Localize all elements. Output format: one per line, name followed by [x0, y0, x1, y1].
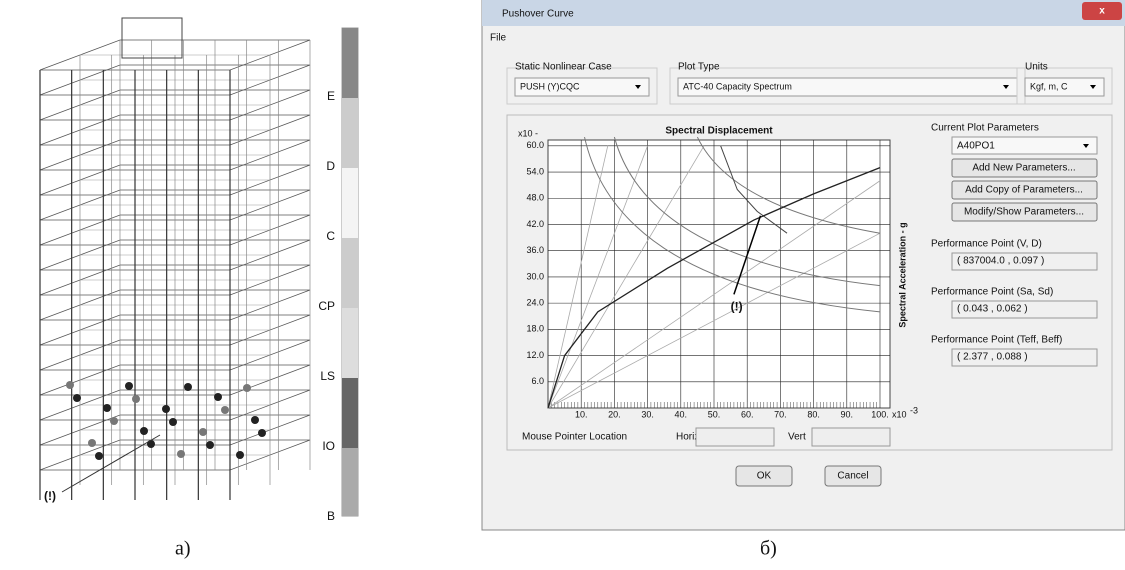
y-tick-label: 48.0: [526, 193, 544, 203]
level-label: IO: [322, 439, 335, 453]
hinge: [147, 440, 155, 448]
caption: а): [175, 538, 191, 560]
level-label: C: [326, 229, 335, 243]
y-axis-label: Spectral Acceleration - g: [897, 222, 907, 327]
dropdown-value: Kgf, m, C: [1030, 81, 1068, 91]
x-multiplier: x10: [892, 409, 907, 419]
bar-segment: [342, 98, 358, 168]
hinge: [66, 381, 74, 389]
menu-file[interactable]: File: [490, 33, 507, 44]
performance-label: Performance Point (V, D): [931, 239, 1042, 250]
param-button-label: Modify/Show Parameters...: [964, 207, 1084, 218]
hinge: [125, 382, 133, 390]
y-tick-label: 12.0: [526, 350, 544, 360]
hinge: [169, 418, 177, 426]
y-tick-label: 6.0: [531, 376, 544, 386]
x-tick-label: 60.: [741, 409, 754, 419]
hinge: [251, 416, 259, 424]
hinge: [132, 395, 140, 403]
group-label: Units: [1025, 62, 1048, 73]
cancel-label: Cancel: [837, 471, 868, 482]
building-frame: [40, 18, 310, 500]
title-bar: [482, 0, 1125, 26]
hinge: [236, 451, 244, 459]
hinge: [199, 428, 207, 436]
x-tick-label: 90.: [841, 409, 854, 419]
y-tick-label: 54.0: [526, 166, 544, 176]
annotation: (!): [731, 300, 743, 314]
side-heading: Current Plot Parameters: [931, 123, 1039, 134]
dropdown-value: A40PO1: [957, 141, 995, 152]
y-tick-label: 60.0: [526, 140, 544, 150]
hinge: [243, 384, 251, 392]
y-tick-label: 36.0: [526, 245, 544, 255]
mouse-label: Mouse Pointer Location: [522, 432, 627, 443]
level-label: CP: [318, 299, 335, 313]
hinge: [162, 405, 170, 413]
param-button-label: Add New Parameters...: [972, 163, 1075, 174]
level-label: D: [326, 159, 335, 173]
horiz-field[interactable]: [696, 428, 774, 446]
performance-label: Performance Point (Teff, Beff): [931, 335, 1062, 346]
annotation: (!): [44, 489, 56, 503]
performance-label: Performance Point (Sa, Sd): [931, 287, 1053, 298]
performance-value: ( 0.043 , 0.062 ): [957, 304, 1028, 315]
hinge: [140, 427, 148, 435]
x-tick-label: 40.: [675, 409, 688, 419]
x-tick-label: 20.: [608, 409, 621, 419]
hinge: [110, 417, 118, 425]
bar-segment: [342, 168, 358, 238]
hinge: [221, 406, 229, 414]
x-tick-label: 30.: [641, 409, 654, 419]
x-tick-label: 80.: [807, 409, 820, 419]
group-label: Plot Type: [678, 62, 720, 73]
x-tick-label: 50.: [708, 409, 721, 419]
hinge: [258, 429, 266, 437]
hinge: [103, 404, 111, 412]
hinge: [95, 452, 103, 460]
ok-label: OK: [757, 471, 772, 482]
bar-segment: [342, 448, 358, 516]
y-multiplier: x10 -: [518, 128, 538, 138]
plot-title: Spectral Displacement: [665, 126, 773, 137]
hinge: [73, 394, 81, 402]
vert-label: Vert: [788, 432, 806, 443]
x-tick-label: 70.: [774, 409, 787, 419]
dropdown-value: ATC-40 Capacity Spectrum: [683, 81, 792, 91]
x-tick-label: 100.: [871, 409, 889, 419]
performance-value: ( 2.377 , 0.088 ): [957, 352, 1028, 363]
performance-value: ( 837004.0 , 0.097 ): [957, 256, 1044, 267]
close-icon: x: [1099, 6, 1105, 17]
x-exponent: -3: [910, 405, 918, 415]
dropdown-value: PUSH (Y)CQC: [520, 81, 580, 91]
hinge: [184, 383, 192, 391]
screen: (!) а) Pushover Curve x File Static Nonl…: [0, 0, 1125, 565]
y-tick-label: 24.0: [526, 297, 544, 307]
y-tick-label: 30.0: [526, 271, 544, 281]
hinge: [177, 450, 185, 458]
x-tick-label: 10.: [575, 409, 588, 419]
y-tick-label: 42.0: [526, 219, 544, 229]
param-button-label: Add Copy of Parameters...: [965, 185, 1083, 196]
hinge: [206, 441, 214, 449]
y-tick-label: 18.0: [526, 324, 544, 334]
group-label: Static Nonlinear Case: [515, 62, 612, 73]
bar-segment: [342, 28, 358, 98]
vert-field[interactable]: [812, 428, 890, 446]
level-label: B: [327, 509, 335, 523]
bar-segment: [342, 378, 358, 448]
level-label: E: [327, 89, 335, 103]
bar-segment: [342, 308, 358, 378]
hinge: [214, 393, 222, 401]
level-label: LS: [320, 369, 335, 383]
hinge: [88, 439, 96, 447]
bar-segment: [342, 238, 358, 308]
caption: б): [760, 538, 777, 560]
dialog-title: Pushover Curve: [502, 9, 574, 20]
